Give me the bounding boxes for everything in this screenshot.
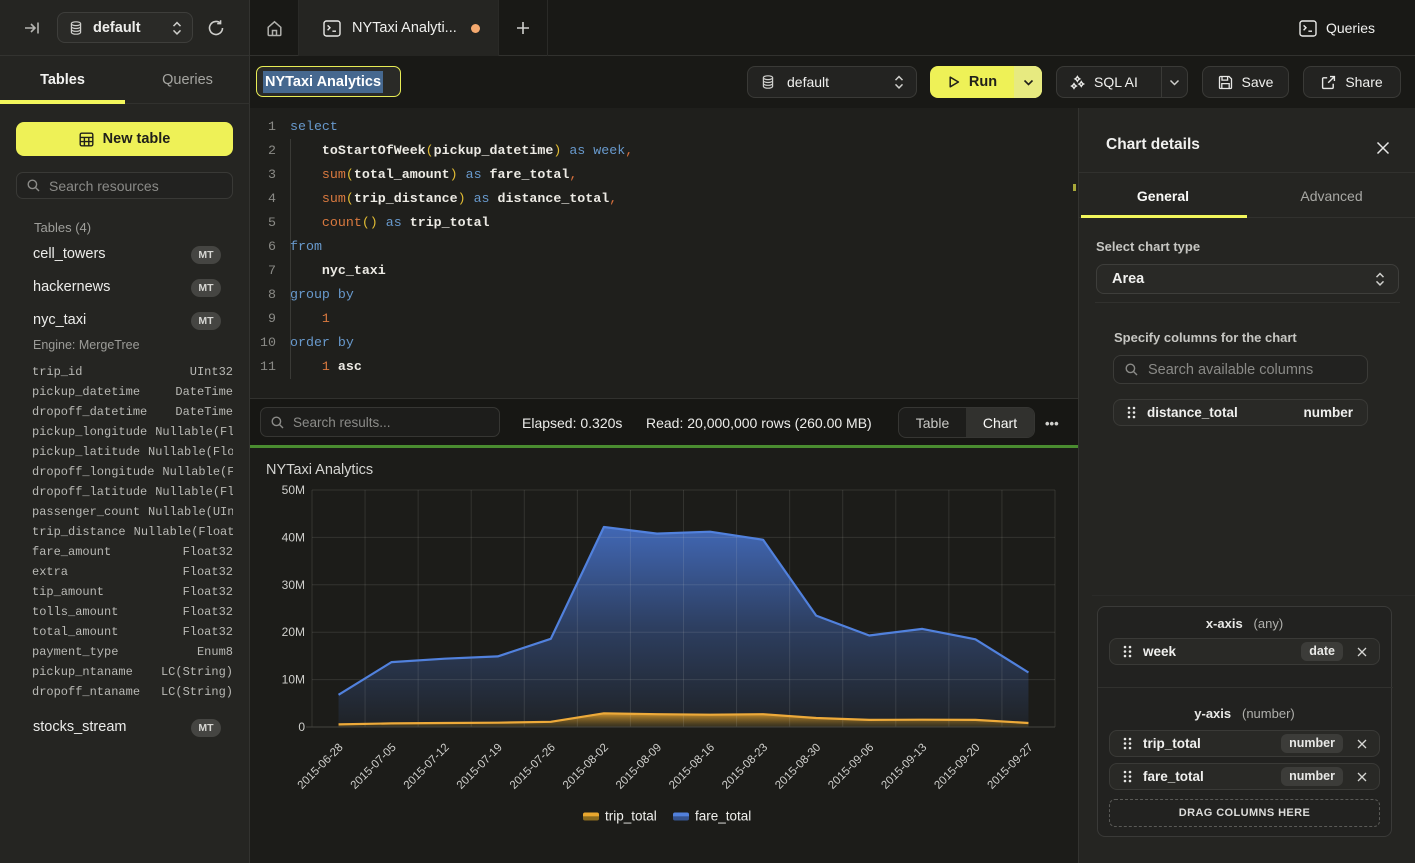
svg-text:2015-07-19: 2015-07-19 (455, 742, 505, 792)
svg-text:NYTaxi Analytics: NYTaxi Analytics (266, 462, 373, 478)
svg-text:2015-07-12: 2015-07-12 (402, 742, 452, 792)
svg-text:50M: 50M (282, 483, 305, 497)
svg-text:2015-09-27: 2015-09-27 (986, 742, 1036, 792)
svg-text:2015-08-02: 2015-08-02 (561, 742, 611, 792)
svg-text:20M: 20M (282, 625, 305, 639)
svg-text:40M: 40M (282, 530, 305, 544)
svg-text:2015-08-09: 2015-08-09 (614, 742, 664, 792)
svg-text:2015-08-30: 2015-08-30 (773, 742, 823, 792)
svg-text:2015-06-28: 2015-06-28 (296, 742, 346, 792)
svg-text:2015-09-06: 2015-09-06 (826, 742, 876, 792)
svg-text:2015-08-23: 2015-08-23 (720, 742, 770, 792)
svg-text:fare_total: fare_total (695, 809, 751, 824)
svg-text:30M: 30M (282, 578, 305, 592)
svg-text:2015-07-26: 2015-07-26 (508, 742, 558, 792)
svg-text:trip_total: trip_total (605, 809, 657, 824)
svg-text:0: 0 (298, 720, 305, 734)
svg-text:2015-09-20: 2015-09-20 (932, 742, 982, 792)
svg-text:2015-07-05: 2015-07-05 (349, 742, 399, 792)
svg-text:2015-08-16: 2015-08-16 (667, 742, 717, 792)
svg-text:10M: 10M (282, 673, 305, 687)
svg-text:2015-09-13: 2015-09-13 (879, 742, 929, 792)
